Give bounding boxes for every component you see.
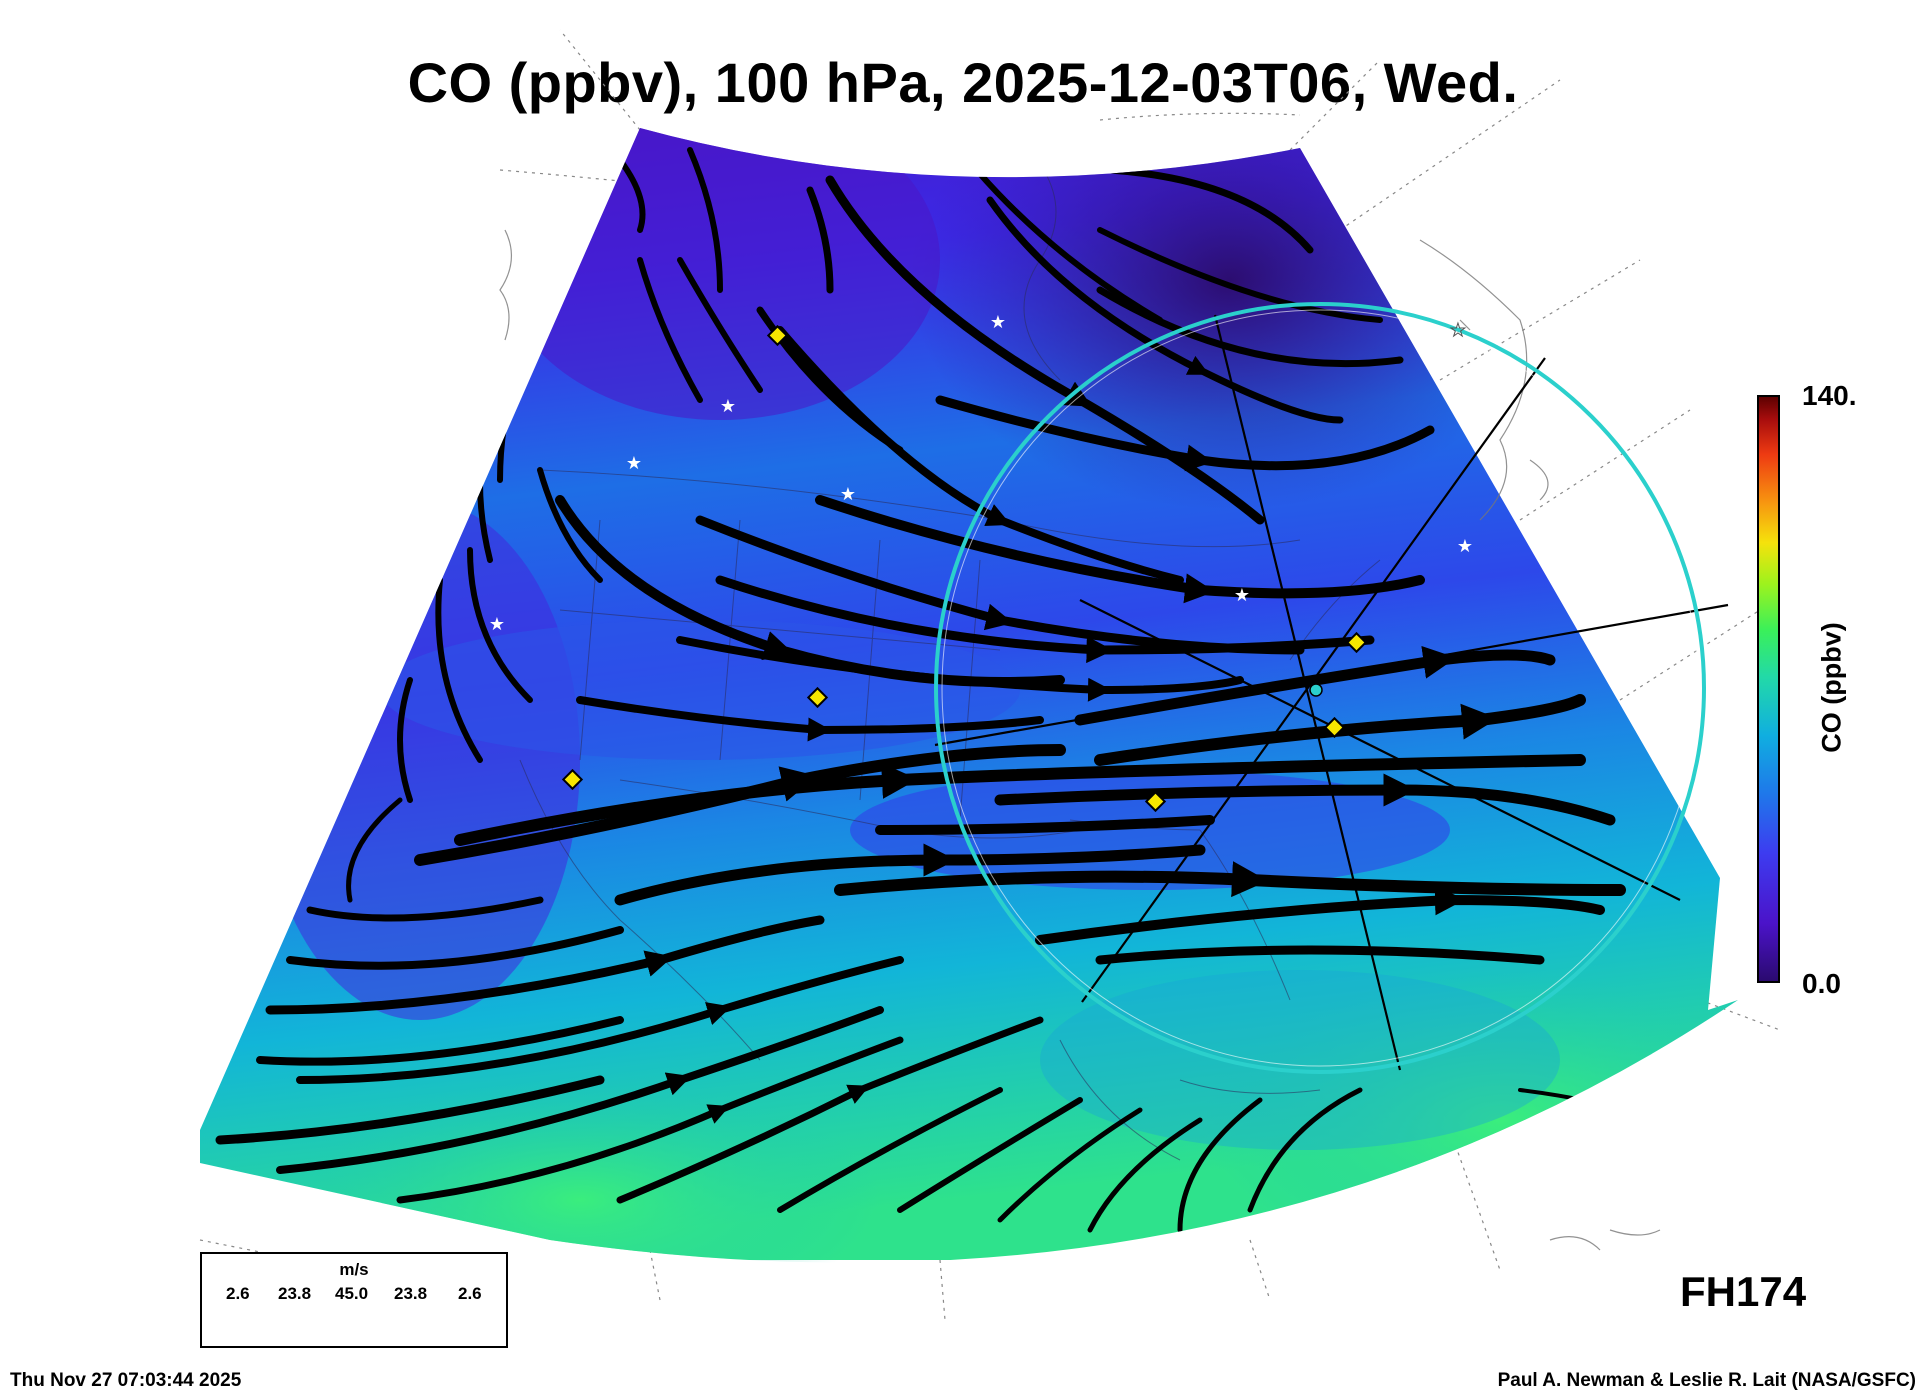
colorbar-max-label: 140.	[1802, 380, 1857, 411]
wind-legend-value: 45.0	[335, 1284, 369, 1303]
site-markers	[561, 324, 1368, 813]
svg-text:★: ★	[626, 453, 642, 474]
svg-text:★: ★	[1457, 536, 1473, 557]
colorbar	[1757, 395, 1780, 983]
svg-text:★: ★	[720, 396, 736, 417]
map-title: CO (ppbv), 100 hPa, 2025-12-03T06, Wed.	[407, 51, 1519, 114]
wind-legend-value: 23.8	[278, 1284, 312, 1303]
wind-legend-unit: m/s	[339, 1260, 369, 1279]
wind-legend-value: 23.8	[394, 1284, 428, 1303]
star-markers: ★ ★ ★ ★ ★ ★ ★ ★	[489, 312, 1473, 635]
svg-text:★: ★	[990, 312, 1006, 333]
svg-text:★: ★	[840, 484, 856, 505]
svg-text:★: ★	[489, 614, 505, 635]
wind-legend-value: 2.6	[458, 1284, 482, 1303]
footer-timestamp: Thu Nov 27 07:03:44 2025	[10, 1370, 242, 1391]
colorbar-axis-label: CO (ppbv)	[1816, 622, 1847, 753]
colorbar-min-label: 0.0	[1802, 968, 1841, 999]
forecast-hour-label: FH174	[1680, 1268, 1807, 1315]
cross-section-lines	[934, 314, 1729, 1071]
range-ring	[934, 302, 1706, 1074]
graticule	[199, 29, 1781, 1321]
wind-speed-legend: m/s 2.6 23.8 45.0 23.8 2.6	[200, 1252, 508, 1348]
wind-legend-value: 2.6	[226, 1284, 250, 1303]
center-marker	[1309, 683, 1323, 697]
footer-credit: Paul A. Newman & Leslie R. Lait (NASA/GS…	[1497, 1370, 1916, 1391]
co-field	[200, 128, 1738, 1263]
svg-text:★: ★	[1234, 585, 1250, 606]
svg-text:★: ★	[1450, 320, 1466, 341]
